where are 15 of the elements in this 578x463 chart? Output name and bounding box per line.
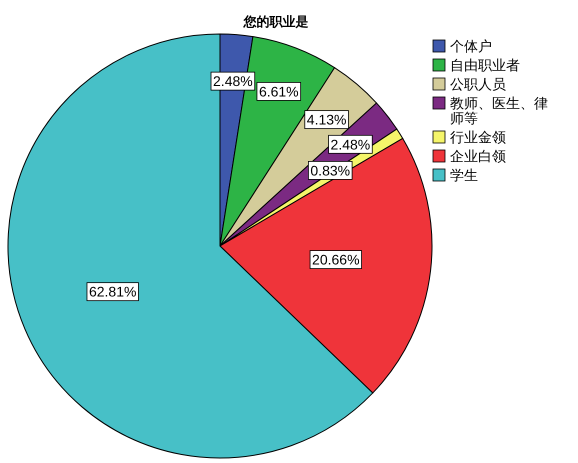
legend-label: 公职人员: [450, 76, 506, 92]
legend-label: 行业金领: [450, 129, 506, 145]
data-label: 62.81%: [88, 284, 136, 300]
chart-title: 您的职业是: [242, 14, 308, 29]
data-label: 6.61%: [258, 83, 299, 100]
data-label: 0.83%: [310, 162, 350, 178]
legend-label: 个体户: [450, 38, 492, 54]
legend-label: 企业白领: [450, 148, 506, 164]
data-label: 2.48%: [213, 73, 253, 90]
data-label: 20.66%: [312, 252, 360, 268]
data-label: 4.13%: [306, 112, 346, 128]
data-label: 2.48%: [330, 136, 370, 152]
legend-label: 教师、医生、律师等: [450, 95, 548, 126]
legend-label: 自由职业者: [450, 57, 520, 73]
legend-label: 学生: [450, 167, 478, 183]
